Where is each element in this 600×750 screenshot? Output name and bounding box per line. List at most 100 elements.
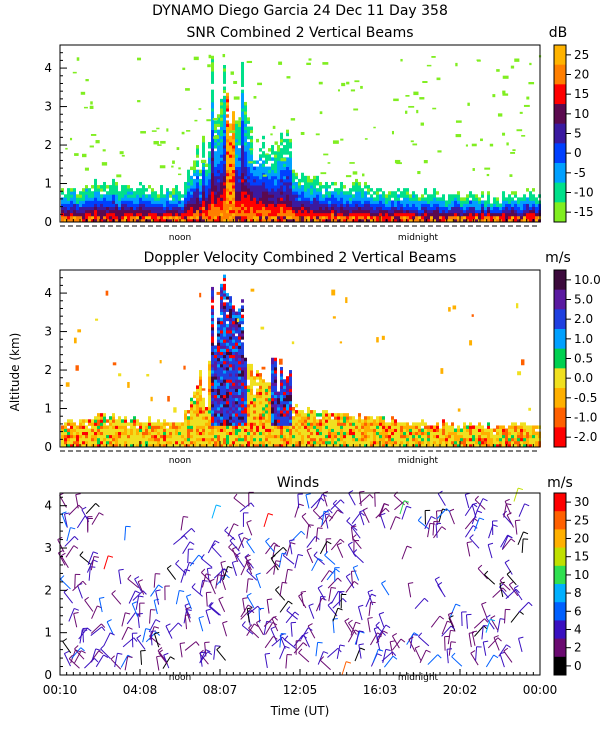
doppler-cell: [214, 376, 217, 380]
y-tick-label: 3: [44, 325, 52, 339]
snr-cell: [430, 200, 433, 204]
snr-cell: [247, 181, 250, 186]
doppler-cell: [217, 400, 220, 405]
doppler-cell: [337, 434, 340, 439]
doppler-cell: [307, 440, 310, 445]
snr-cell: [310, 212, 313, 217]
doppler-cell: [148, 419, 151, 423]
snr-cell: [217, 132, 220, 137]
doppler-cell: [229, 391, 232, 396]
doppler-cell: [79, 422, 82, 426]
snr-cell: [379, 200, 382, 204]
snr-cell: [220, 101, 223, 106]
doppler-cell: [286, 431, 289, 436]
doppler-cell: [412, 422, 415, 426]
doppler-cell: [322, 437, 325, 442]
doppler-cell: [217, 437, 220, 442]
doppler-cell: [280, 397, 283, 402]
doppler-cell: [253, 400, 256, 405]
doppler-cell: [214, 360, 217, 365]
snr-cell: [472, 215, 475, 220]
doppler-cell: [274, 394, 277, 399]
snr-cell: [217, 163, 220, 167]
snr-cell: [337, 194, 340, 198]
doppler-cell: [211, 403, 214, 408]
doppler-cell: [397, 431, 400, 436]
doppler-cell: [229, 311, 232, 316]
doppler-cell: [421, 443, 424, 448]
snr-cell: [268, 166, 271, 171]
colorbar-label: -15: [574, 205, 594, 219]
doppler-cell: [202, 397, 205, 402]
doppler-cell: [220, 437, 223, 442]
snr-cell: [220, 172, 223, 177]
doppler-cell: [220, 434, 223, 439]
snr-cell: [268, 181, 271, 186]
snr-cell: [510, 65, 515, 69]
doppler-cell: [286, 419, 289, 423]
doppler-cell: [325, 416, 328, 420]
doppler-cell: [175, 437, 178, 442]
doppler-cell: [115, 440, 118, 445]
doppler-cell: [256, 437, 259, 442]
snr-cell: [307, 188, 310, 192]
snr-cell: [454, 194, 457, 198]
doppler-cell: [244, 400, 247, 405]
snr-cell: [190, 181, 193, 186]
snr-cell: [211, 117, 214, 121]
snr-cell: [238, 194, 241, 198]
snr-cell: [244, 206, 247, 211]
snr-cell: [391, 206, 394, 211]
snr-cell: [232, 166, 235, 171]
snr-cell: [274, 194, 277, 198]
snr-cell: [208, 203, 211, 208]
doppler-cell: [223, 339, 226, 343]
snr-cell: [319, 197, 322, 201]
snr-cell: [286, 203, 289, 208]
doppler-cell: [211, 440, 214, 445]
doppler-cell: [211, 286, 214, 291]
snr-cell: [112, 203, 115, 208]
snr-cell: [226, 154, 229, 158]
doppler-cell: [220, 440, 223, 445]
snr-cell: [271, 163, 274, 167]
doppler-cell: [163, 431, 166, 436]
snr-cell: [466, 200, 469, 204]
snr-cell: [298, 212, 301, 217]
snr-cell: [172, 206, 175, 211]
snr-cell: [235, 132, 238, 137]
snr-cell: [217, 117, 220, 121]
snr-noon-marker: noon: [169, 233, 191, 243]
wind-barb: [74, 650, 86, 664]
doppler-cell: [103, 416, 106, 420]
snr-cell: [337, 89, 341, 92]
snr-cell: [346, 218, 349, 223]
doppler-cell: [163, 443, 166, 448]
doppler-cell: [214, 422, 217, 426]
doppler-cell: [403, 440, 406, 445]
doppler-cell: [223, 277, 226, 282]
snr-cell: [268, 206, 271, 211]
snr-cell: [457, 197, 460, 201]
snr-cell: [95, 140, 100, 144]
doppler-cell: [391, 437, 394, 442]
snr-cell: [277, 154, 280, 158]
snr-cell: [238, 157, 241, 161]
snr-cell: [431, 56, 436, 58]
doppler-cell: [145, 428, 148, 433]
doppler-cell: [250, 400, 253, 405]
snr-cell: [241, 77, 244, 81]
doppler-cell: [295, 413, 298, 417]
snr-cell: [106, 194, 109, 198]
snr-cell: [244, 203, 247, 208]
snr-cell: [433, 197, 436, 201]
snr-cell: [271, 148, 274, 152]
doppler-cell: [508, 434, 511, 439]
snr-cell: [295, 197, 298, 201]
snr-cell: [331, 181, 334, 186]
doppler-cell: [262, 394, 265, 399]
snr-cell: [523, 203, 526, 208]
doppler-cell: [178, 425, 181, 429]
doppler-cell: [436, 443, 439, 448]
snr-cell: [193, 163, 196, 167]
